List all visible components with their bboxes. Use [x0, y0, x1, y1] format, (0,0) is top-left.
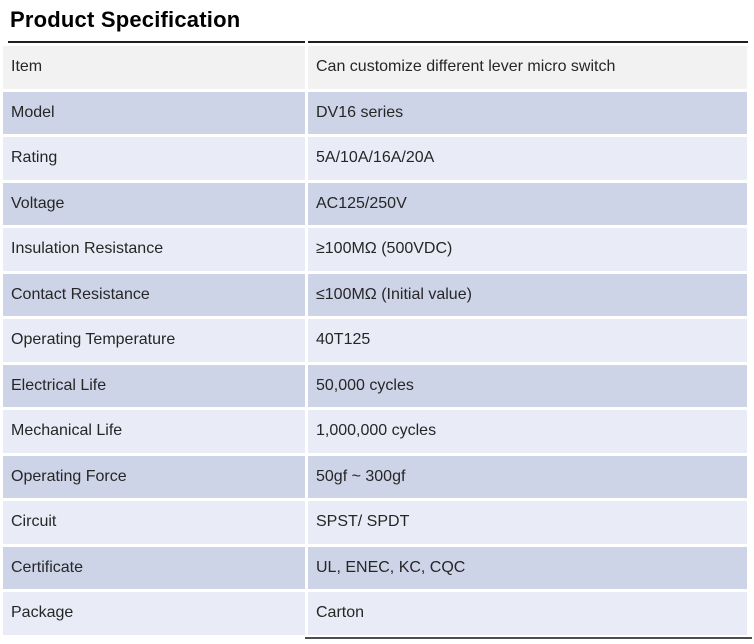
table-row: Operating Force 50gf ~ 300gf	[3, 455, 747, 498]
spec-label-cell: Certificate	[3, 546, 305, 589]
spec-label-cell: Model	[3, 91, 305, 134]
spec-value-cell: 50gf ~ 300gf	[308, 455, 747, 498]
table-row: Package Carton	[3, 592, 747, 635]
table-row: Voltage AC125/250V	[3, 182, 747, 225]
table-row: Operating Temperature 40T125	[3, 319, 747, 362]
table-row: Mechanical Life 1,000,000 cycles	[3, 410, 747, 453]
spec-label-cell: Item	[3, 46, 305, 89]
spec-value-cell: DV16 series	[308, 91, 747, 134]
spec-label-cell: Operating Force	[3, 455, 305, 498]
table-top-rule-right	[308, 41, 748, 43]
spec-label-cell: Insulation Resistance	[3, 228, 305, 271]
spec-value-cell: Carton	[308, 592, 747, 635]
spec-value-cell: ≤100MΩ (Initial value)	[308, 273, 747, 316]
spec-value-cell: 1,000,000 cycles	[308, 410, 747, 453]
spec-label-cell: Package	[3, 592, 305, 635]
table-row: Contact Resistance ≤100MΩ (Initial value)	[3, 273, 747, 316]
spec-value-cell: UL, ENEC, KC, CQC	[308, 546, 747, 589]
table-top-rule-left	[8, 41, 305, 43]
spec-label-cell: Operating Temperature	[3, 319, 305, 362]
spec-value-cell: AC125/250V	[308, 182, 747, 225]
table-row: Item Can customize different lever micro …	[3, 46, 747, 89]
specification-table: Item Can customize different lever micro …	[0, 43, 750, 638]
table-row: Rating 5A/10A/16A/20A	[3, 137, 747, 180]
table-row: Insulation Resistance ≥100MΩ (500VDC)	[3, 228, 747, 271]
spec-value-cell: 5A/10A/16A/20A	[308, 137, 747, 180]
spec-label-cell: Contact Resistance	[3, 273, 305, 316]
table-row: Certificate UL, ENEC, KC, CQC	[3, 546, 747, 589]
table-bottom-rule-right	[305, 637, 752, 639]
spec-value-cell: Can customize different lever micro swit…	[308, 46, 747, 89]
table-row: Model DV16 series	[3, 91, 747, 134]
spec-label-cell: Rating	[3, 137, 305, 180]
spec-value-cell: SPST/ SPDT	[308, 501, 747, 544]
specification-table-body: Item Can customize different lever micro …	[3, 46, 747, 635]
spec-label-cell: Mechanical Life	[3, 410, 305, 453]
table-row: Electrical Life 50,000 cycles	[3, 364, 747, 407]
spec-label-cell: Voltage	[3, 182, 305, 225]
spec-label-cell: Circuit	[3, 501, 305, 544]
table-row: Circuit SPST/ SPDT	[3, 501, 747, 544]
spec-label-cell: Electrical Life	[3, 364, 305, 407]
spec-value-cell: 40T125	[308, 319, 747, 362]
spec-value-cell: 50,000 cycles	[308, 364, 747, 407]
spec-value-cell: ≥100MΩ (500VDC)	[308, 228, 747, 271]
page-title: Product Specification	[10, 7, 241, 32]
